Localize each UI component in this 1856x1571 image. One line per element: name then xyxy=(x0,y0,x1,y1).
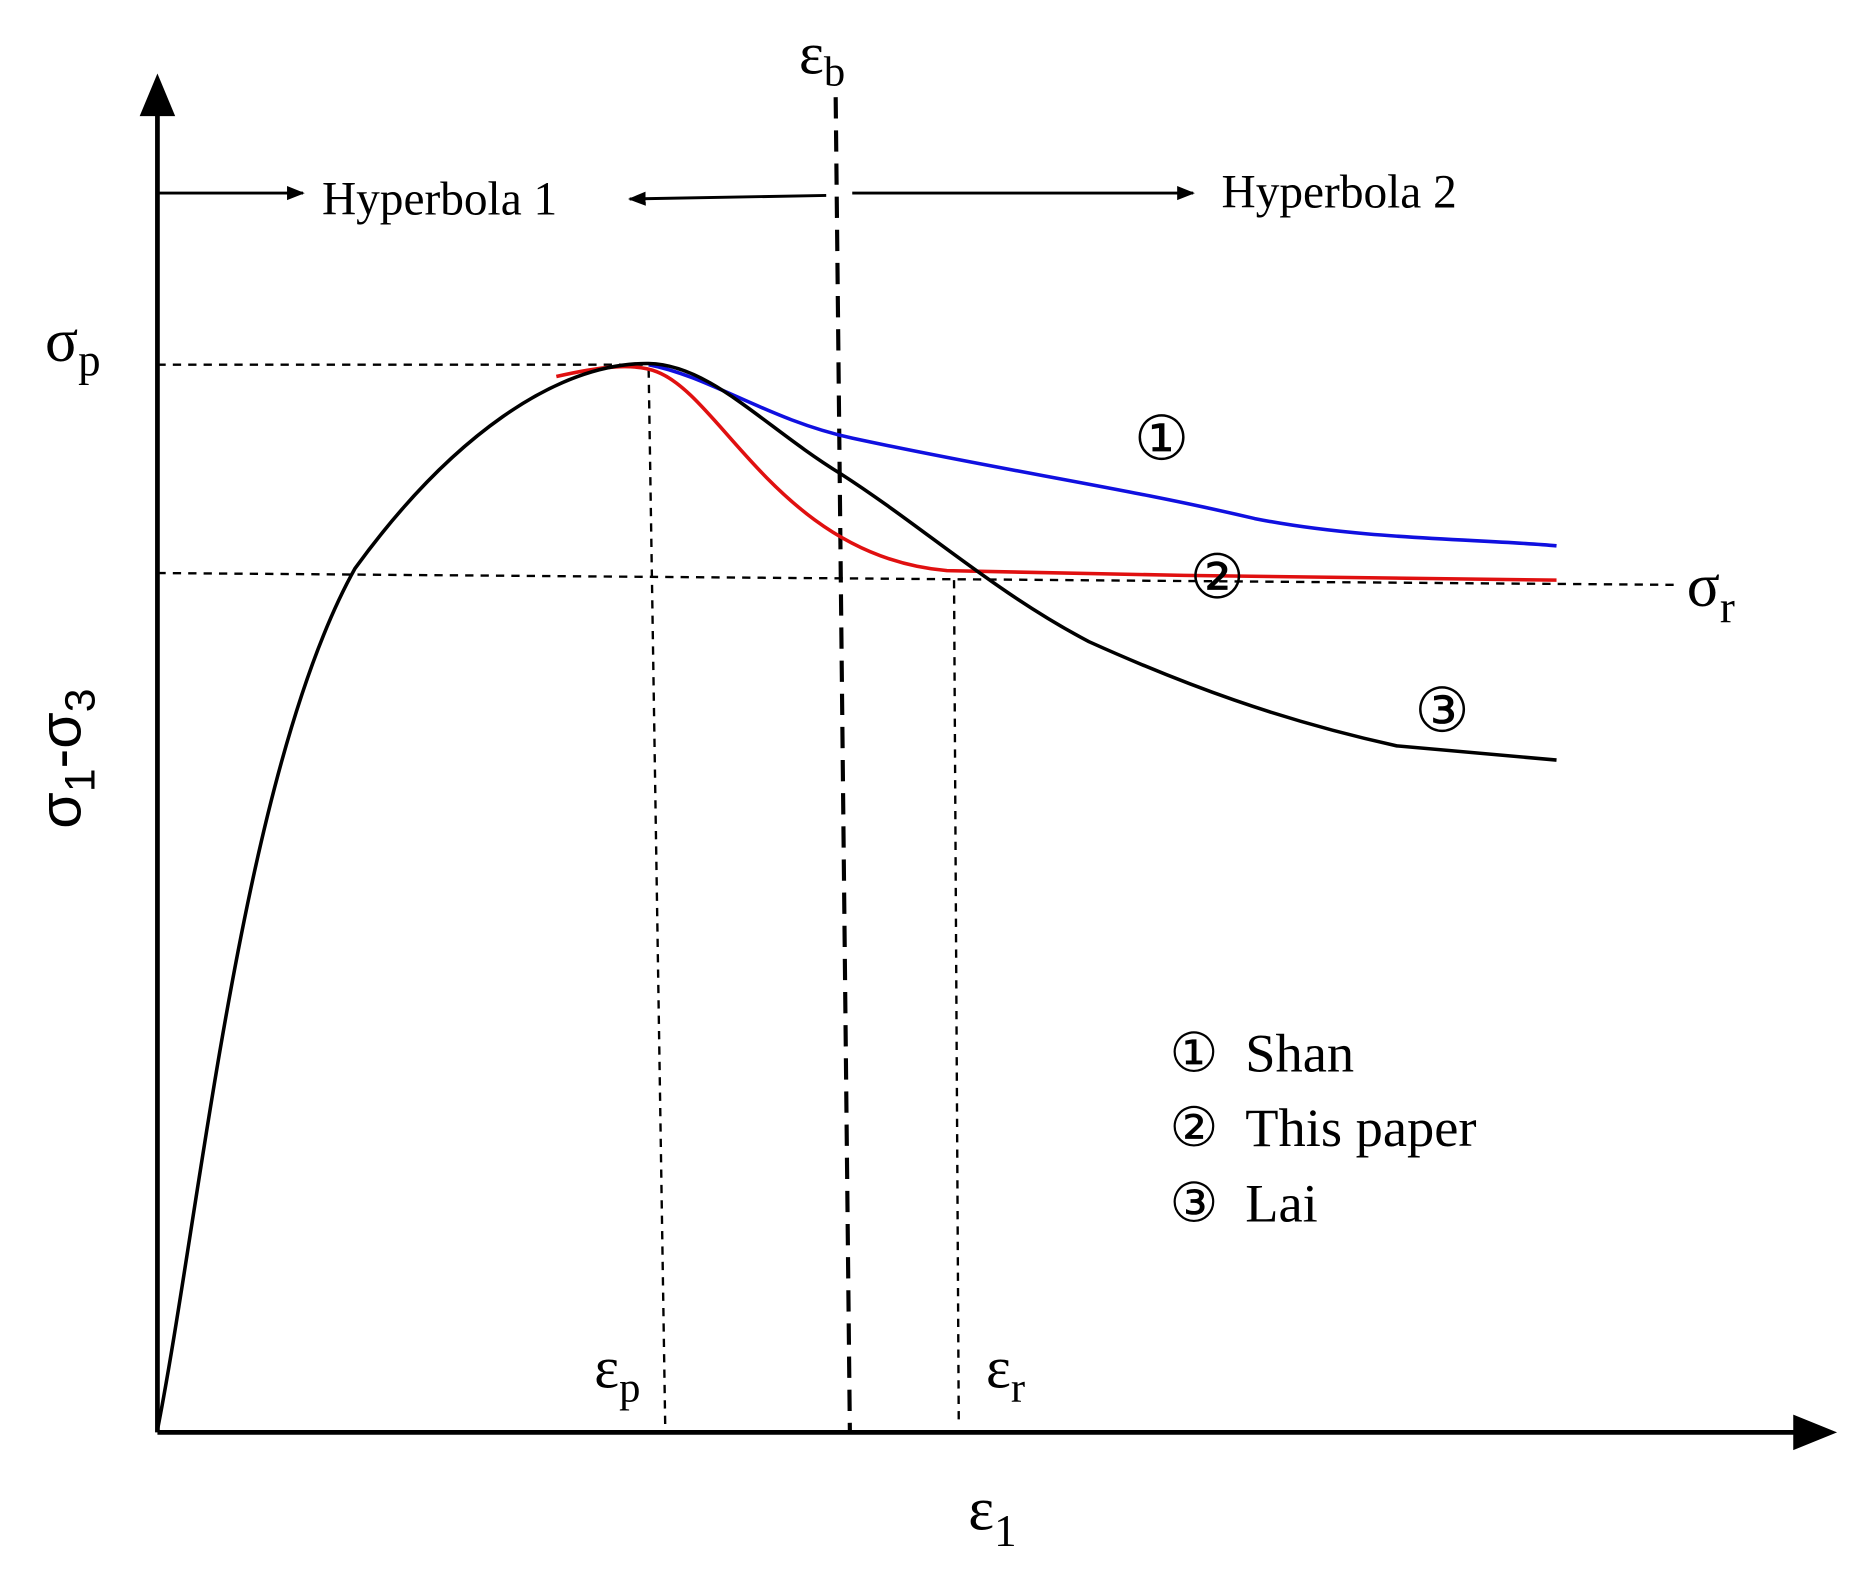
legend: ① Shan ② This paper ③ Lai xyxy=(1169,1022,1476,1233)
sigma-p-label: σp xyxy=(45,307,101,385)
legend-label: Lai xyxy=(1245,1173,1318,1234)
symbol: σ xyxy=(26,792,93,829)
symbol: σ xyxy=(45,307,78,375)
symbol: ε xyxy=(968,1475,994,1543)
symbol: ε xyxy=(986,1334,1011,1400)
subscript: 1 xyxy=(57,768,105,792)
eps-p-line xyxy=(647,369,667,1427)
sigma-r-line xyxy=(157,571,1679,587)
region-label: Hyperbola 2 xyxy=(1222,166,1457,218)
symbol: -σ xyxy=(26,712,93,768)
eps-b-label: εb xyxy=(799,21,845,96)
legend-marker: ① xyxy=(1169,1022,1218,1083)
symbol: σ xyxy=(1687,552,1720,620)
eps-r-label: εr xyxy=(986,1334,1025,1411)
region-arrow xyxy=(627,191,827,206)
y-axis-label: σ1-σ3 xyxy=(26,689,104,829)
legend-label: This paper xyxy=(1245,1097,1476,1158)
x-axis-label: ε1 xyxy=(968,1475,1016,1556)
region-label: Hyperbola 1 xyxy=(322,173,557,225)
curve-this-paper xyxy=(555,364,1557,582)
subscript: r xyxy=(1720,583,1735,633)
curve-shan xyxy=(648,362,1557,548)
eps-b-line xyxy=(833,97,852,1433)
subscript: p xyxy=(78,335,100,385)
curve-label: ① xyxy=(1134,405,1189,473)
eps-r-line xyxy=(952,580,960,1427)
subscript: 3 xyxy=(57,689,105,713)
subscript: r xyxy=(1011,1365,1025,1412)
subscript: b xyxy=(824,48,845,95)
sigma-r-label: σr xyxy=(1687,552,1735,633)
curve-label: ③ xyxy=(1414,678,1469,746)
symbol: ε xyxy=(799,21,824,87)
curve-label: ② xyxy=(1190,544,1245,612)
curve-lai xyxy=(155,361,1557,1431)
legend-marker: ③ xyxy=(1169,1173,1218,1234)
symbol: ε xyxy=(594,1334,619,1400)
y-axis-arrow xyxy=(139,73,176,117)
eps-p-label: εp xyxy=(594,1334,640,1411)
legend-label: Shan xyxy=(1245,1022,1354,1083)
subscript: p xyxy=(619,1365,640,1412)
x-axis-arrow xyxy=(1793,1414,1838,1451)
subscript: 1 xyxy=(994,1506,1016,1556)
legend-marker: ② xyxy=(1169,1097,1218,1158)
